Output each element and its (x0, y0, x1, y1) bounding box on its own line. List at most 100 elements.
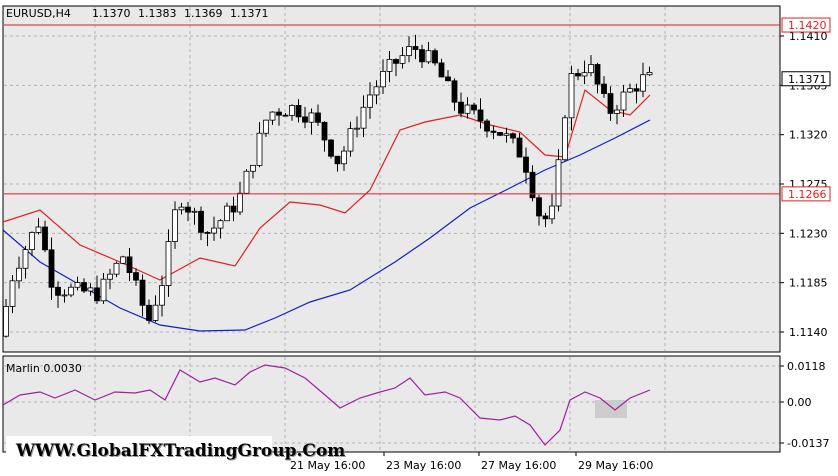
candle-body (308, 112, 315, 123)
ohlc-open: 1.1370 (92, 7, 131, 20)
candle-body (529, 171, 536, 199)
level-tags: 1.1420 1.1266 1.1371 (781, 17, 831, 202)
candle-body (445, 76, 451, 82)
fast-moving-average (2, 88, 651, 281)
price-tick-label: 1.1140 (789, 326, 828, 339)
level-tag-box (781, 17, 831, 33)
candle-body (549, 205, 555, 220)
candle-body (211, 227, 217, 234)
candle-body (399, 55, 406, 64)
time-tick-label: 23 May 16:00 (386, 459, 461, 472)
candle-body (165, 241, 172, 286)
ohlc-low: 1.1369 (184, 7, 223, 20)
slow-moving-average (2, 119, 651, 332)
candle-body (16, 267, 22, 282)
candle-body (48, 249, 55, 288)
time-tick-label: 21 May 16:00 (290, 459, 365, 472)
candle-body (126, 256, 133, 273)
candle-body (471, 104, 477, 111)
candle-body (152, 304, 159, 321)
ind-tick-label: 0.00 (787, 396, 812, 409)
candle-body (562, 117, 568, 161)
candle-body (295, 105, 302, 118)
indicator-name: Marlin 0.0030 (6, 362, 82, 375)
candlesticks (3, 34, 653, 338)
candle-body (22, 249, 29, 269)
candle-body (367, 94, 373, 108)
candle-body (432, 50, 438, 64)
horizontal-levels[interactable] (4, 24, 780, 195)
candle-body (263, 119, 269, 134)
price-tick-label: 1.1320 (789, 129, 828, 142)
candle-body (438, 62, 445, 78)
candle-body (614, 109, 620, 114)
level-tag-label: 1.1266 (788, 188, 827, 201)
candle-body (581, 72, 588, 77)
candle-body (484, 120, 490, 132)
candle-body (120, 256, 126, 264)
candle-body (282, 114, 289, 117)
candle-body (419, 49, 425, 63)
candle-body (113, 262, 120, 275)
candle-body (588, 64, 594, 74)
watermark: WWW.GlobalFXTradingGroup.Com (6, 436, 345, 466)
candle-body (555, 159, 562, 207)
level-tag-box (781, 71, 831, 87)
candle-body (425, 50, 432, 63)
candle-body (35, 226, 42, 233)
candle-body (178, 206, 185, 211)
slow-ma-path (2, 119, 651, 332)
time-tick-label: 29 May 16:00 (578, 459, 653, 472)
candle-body (607, 93, 614, 114)
candle-body (68, 286, 74, 296)
ind-tick-label: 0.0118 (787, 360, 826, 373)
candle-body (94, 287, 100, 302)
candle-body (542, 215, 549, 220)
candle-body (224, 205, 230, 222)
candle-body (646, 71, 653, 76)
candle-body (250, 164, 256, 172)
indicator-highlight (595, 400, 627, 418)
candle-body (74, 282, 81, 288)
level-tag-box (781, 186, 831, 202)
indicator-grid (4, 357, 779, 451)
price-tick-label: 1.1410 (789, 30, 828, 43)
level-tag-label: 1.1371 (788, 73, 827, 86)
candle-body (269, 111, 276, 121)
candle-body (276, 111, 282, 116)
candle-body (328, 139, 334, 157)
symbol-label: EURUSD,H4 (6, 7, 71, 20)
marlin-path (2, 364, 651, 446)
candle-body (568, 73, 575, 119)
candle-body (230, 205, 237, 213)
candle-body (29, 232, 35, 250)
candle-body (107, 273, 113, 280)
candle-body (412, 46, 419, 50)
candle-body (406, 46, 412, 57)
candle-body (204, 231, 211, 234)
candle-body (640, 74, 646, 92)
candle-body (393, 59, 399, 64)
candle-body (575, 73, 581, 77)
candle-body (347, 128, 354, 152)
candle-body (380, 70, 386, 88)
candle-body (627, 88, 633, 93)
candle-body (81, 282, 87, 292)
candle-body (256, 132, 263, 166)
candle-body (289, 105, 295, 116)
candle-body (477, 109, 484, 122)
ind-tick-label: -0.0137 (787, 437, 829, 450)
price-tick-label: 1.1230 (789, 227, 828, 240)
main-pane[interactable] (2, 5, 781, 353)
ohlc-close: 1.1371 (230, 7, 269, 20)
time-axis: 21 May 16:00 23 May 16:00 27 May 16:00 29 M… (287, 452, 653, 472)
candle-body (354, 127, 360, 130)
candle-body (139, 279, 146, 306)
candle-body (100, 278, 107, 302)
candle-body (516, 137, 523, 158)
candle-body (198, 210, 204, 233)
candle-body (360, 106, 367, 129)
candle-body (523, 156, 529, 173)
candle-body (133, 272, 139, 281)
